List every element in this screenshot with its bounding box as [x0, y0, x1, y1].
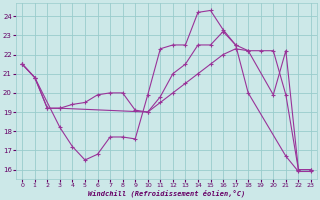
X-axis label: Windchill (Refroidissement éolien,°C): Windchill (Refroidissement éolien,°C): [88, 190, 245, 197]
